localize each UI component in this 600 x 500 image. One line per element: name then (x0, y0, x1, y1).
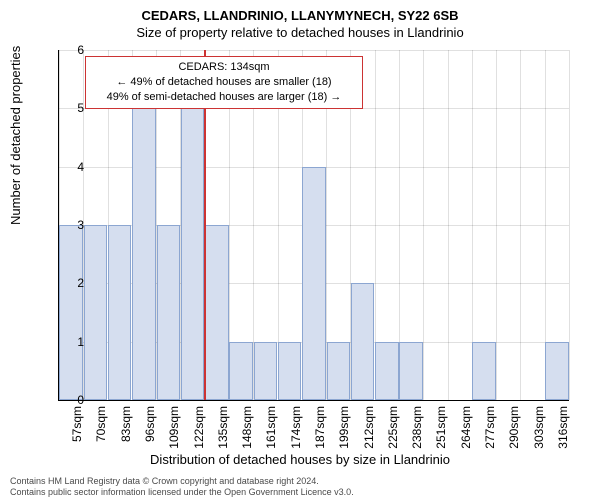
bar (399, 342, 422, 400)
gridline-v (569, 50, 570, 400)
y-tick: 4 (44, 160, 84, 174)
legend-box: CEDARS: 134sqm ← 49% of detached houses … (85, 56, 363, 109)
footer-attribution: Contains HM Land Registry data © Crown c… (10, 476, 590, 499)
y-tick: 2 (44, 276, 84, 290)
legend-line-3: 49% of semi-detached houses are larger (… (92, 90, 356, 105)
y-tick: 1 (44, 335, 84, 349)
bar (157, 225, 180, 400)
bar (351, 283, 374, 400)
bar (472, 342, 495, 400)
y-tick: 3 (44, 218, 84, 232)
legend-line-2: ← 49% of detached houses are smaller (18… (92, 75, 356, 90)
chart-container: CEDARS, LLANDRINIO, LLANYMYNECH, SY22 6S… (0, 0, 600, 500)
gridline-v (520, 50, 521, 400)
page-title: CEDARS, LLANDRINIO, LLANYMYNECH, SY22 6S… (0, 0, 600, 23)
bar (545, 342, 568, 400)
bar (205, 225, 228, 400)
bar (375, 342, 398, 400)
gridline-v (423, 50, 424, 400)
bar (327, 342, 350, 400)
x-axis-label: Distribution of detached houses by size … (0, 452, 600, 467)
y-tick: 5 (44, 101, 84, 115)
bar (132, 108, 155, 400)
gridline-v (496, 50, 497, 400)
bar (84, 225, 107, 400)
y-tick: 6 (44, 43, 84, 57)
bar (59, 225, 82, 400)
page-subtitle: Size of property relative to detached ho… (0, 23, 600, 40)
bar (181, 108, 204, 400)
y-tick: 0 (44, 393, 84, 407)
footer-line-2: Contains public sector information licen… (10, 487, 590, 498)
bar (302, 167, 325, 400)
bar (229, 342, 252, 400)
bar (254, 342, 277, 400)
bar (108, 225, 131, 400)
bar (278, 342, 301, 400)
y-axis-label: Number of detached properties (8, 46, 23, 225)
footer-line-1: Contains HM Land Registry data © Crown c… (10, 476, 590, 487)
gridline-v (448, 50, 449, 400)
gridline-h (59, 50, 569, 51)
legend-line-1: CEDARS: 134sqm (92, 60, 356, 75)
